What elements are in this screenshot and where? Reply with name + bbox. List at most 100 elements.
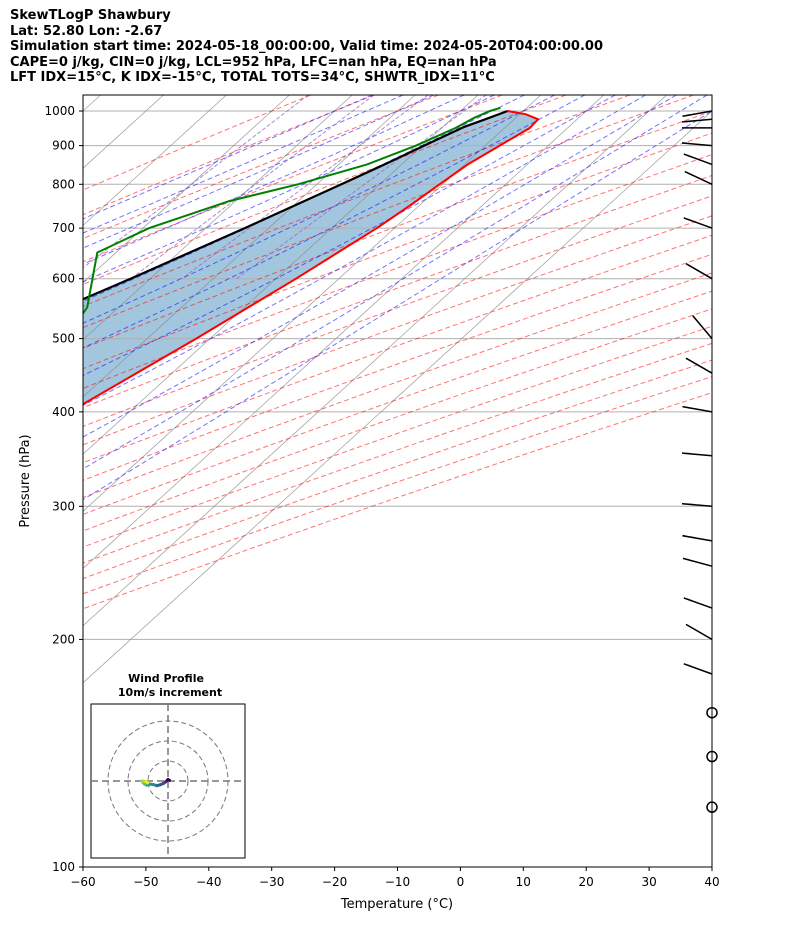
moist-adiabat — [83, 95, 677, 438]
calm-wind-circle — [706, 750, 718, 763]
mixing-ratio-line — [236, 95, 487, 280]
hodograph-title: Wind Profile — [128, 672, 204, 685]
isotherm — [83, 95, 542, 512]
x-tick-label: −10 — [385, 875, 410, 889]
dry-adiabat — [83, 95, 311, 191]
wind-barb — [685, 263, 713, 280]
wind-barbs — [682, 110, 718, 813]
isotherm — [83, 95, 667, 627]
dry-adiabat — [83, 154, 712, 389]
dry-adiabat — [83, 376, 712, 595]
y-tick-label: 100 — [52, 860, 75, 874]
y-tick-label: 600 — [52, 272, 75, 286]
moist-adiabat — [83, 95, 586, 349]
dry-adiabat — [83, 359, 712, 580]
isotherms — [83, 95, 712, 684]
isotherm — [83, 95, 479, 455]
chart-header: SkewTLogP Shawbury Lat: 52.80 Lon: -2.67… — [10, 8, 603, 86]
wind-barb — [683, 597, 713, 609]
hodograph-plot — [91, 704, 245, 858]
dry-adiabat — [83, 234, 712, 464]
x-tick-label: −50 — [133, 875, 158, 889]
wind-barb — [682, 557, 713, 567]
moist-adiabat — [83, 95, 495, 283]
dry-adiabats — [83, 95, 712, 610]
dry-adiabat — [83, 342, 712, 564]
wind-barb — [682, 142, 713, 147]
dry-adiabat — [83, 95, 694, 329]
cape-cin-shading — [83, 111, 539, 405]
moist-adiabat — [83, 95, 616, 376]
mixing-ratio-lines — [83, 95, 487, 280]
isotherm — [83, 110, 712, 684]
calm-wind-circle — [706, 706, 718, 719]
hodograph-inset: Wind Profile 10m/s increment — [90, 672, 246, 859]
y-tick-label: 300 — [52, 499, 75, 513]
isotherm — [83, 95, 605, 570]
dry-adiabat — [83, 95, 630, 307]
moist-adiabat — [83, 95, 465, 265]
dry-adiabat — [83, 95, 439, 240]
dry-adiabat — [83, 110, 712, 349]
wind-barb — [685, 357, 713, 374]
isotherm — [83, 95, 416, 398]
x-tick-label: −60 — [70, 875, 95, 889]
parcel-profile — [83, 109, 508, 301]
x-axis-ticks: −60 −50 −40 −30 −20 −10 0 10 20 30 40 — [70, 867, 720, 889]
moist-adiabat — [83, 95, 555, 324]
isotherm — [83, 95, 101, 112]
mixing-ratio-line — [130, 95, 375, 280]
isotherm — [83, 95, 290, 284]
y-axis-ticks: 1000 900 800 700 600 500 400 300 200 100 — [44, 104, 83, 874]
wind-barb — [683, 153, 713, 166]
wind-barb — [683, 217, 713, 229]
x-tick-label: 0 — [457, 875, 465, 889]
x-tick-label: −20 — [322, 875, 347, 889]
stability-line: LFT IDX=15°C, K IDX=-15°C, TOTAL TOTS=34… — [10, 70, 495, 85]
moist-adiabat — [83, 110, 712, 501]
wind-barb — [682, 452, 713, 457]
dewpoint-profile — [83, 106, 501, 316]
wind-barb — [682, 110, 713, 117]
dry-adiabat — [83, 215, 712, 446]
location-line: Lat: 52.80 Lon: -2.67 — [10, 23, 163, 39]
wind-barb — [682, 405, 713, 413]
hodograph-segment — [144, 780, 150, 785]
y-axis-label: Pressure (hPa) — [18, 434, 33, 527]
y-tick-label: 900 — [52, 139, 75, 153]
x-tick-label: 20 — [579, 875, 594, 889]
moist-adiabat — [83, 95, 373, 220]
moist-adiabat — [83, 95, 404, 234]
moist-adiabat — [83, 95, 646, 406]
grid-lines — [83, 110, 712, 867]
moist-adiabat — [83, 95, 708, 470]
isotherm — [83, 95, 353, 341]
indices-line: CAPE=0 j/kg, CIN=0 j/kg, LCL=952 hPa, LF… — [10, 54, 497, 70]
mixing-ratio-line — [181, 95, 429, 280]
dry-adiabat — [83, 132, 712, 370]
hodograph-subtitle: 10m/s increment — [118, 686, 222, 699]
y-tick-label: 400 — [52, 405, 75, 419]
sounding-profiles — [83, 106, 540, 406]
y-tick-label: 200 — [52, 632, 75, 646]
calm-wind-circle — [706, 801, 718, 813]
wind-barb — [682, 502, 713, 508]
y-tick-label: 800 — [52, 177, 75, 191]
chart-title: SkewTLogP Shawbury — [10, 8, 171, 23]
wind-barb — [684, 170, 713, 185]
x-tick-label: 40 — [704, 875, 719, 889]
temperature-profile — [83, 110, 540, 406]
wind-barb — [685, 623, 713, 641]
wind-barb — [692, 315, 713, 340]
cape-cin-area — [83, 111, 539, 405]
x-axis-label: Temperature (°C) — [340, 897, 453, 912]
isotherm — [83, 95, 227, 226]
x-tick-label: −30 — [259, 875, 284, 889]
dry-adiabat — [83, 253, 712, 481]
y-tick-label: 1000 — [44, 104, 75, 118]
y-tick-label: 700 — [52, 221, 75, 235]
dry-adiabat — [83, 392, 712, 610]
hodograph-ring — [147, 760, 189, 802]
y-tick-label: 500 — [52, 332, 75, 346]
